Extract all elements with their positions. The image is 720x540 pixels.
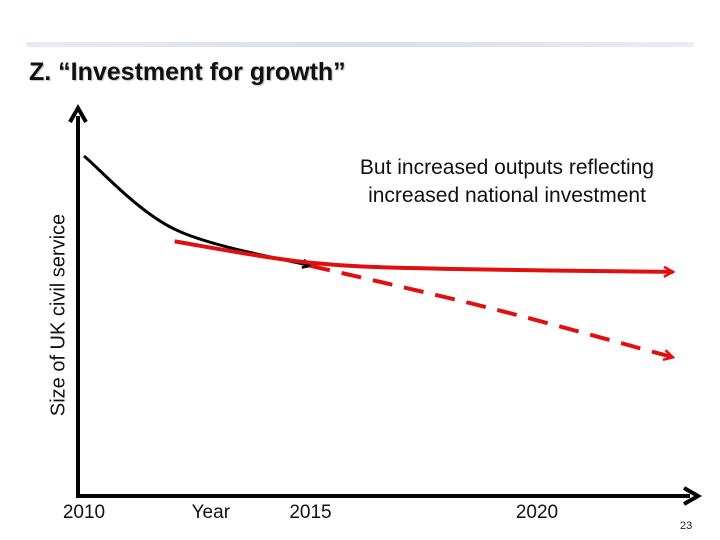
series-baseline-line	[83, 154, 311, 266]
x-tick-2010: 2010	[62, 502, 106, 523]
chart-annotation: But increased outputs reflecting increas…	[359, 156, 655, 207]
x-axis-label: Year	[191, 502, 231, 523]
title-divider-bar	[26, 42, 694, 47]
y-axis-label: Size of UK civil service	[47, 213, 70, 417]
series-investment-line	[174, 239, 673, 272]
x-tick-2015: 2015	[289, 502, 332, 523]
page-number: 23	[680, 520, 693, 532]
x-axis-arrowhead	[683, 486, 703, 506]
slide-title: Z. “Investment for growth”	[29, 58, 346, 86]
y-axis-arrowhead	[68, 103, 88, 123]
series-decline-dashed-line	[310, 263, 673, 358]
x-tick-2020: 2020	[515, 502, 559, 523]
